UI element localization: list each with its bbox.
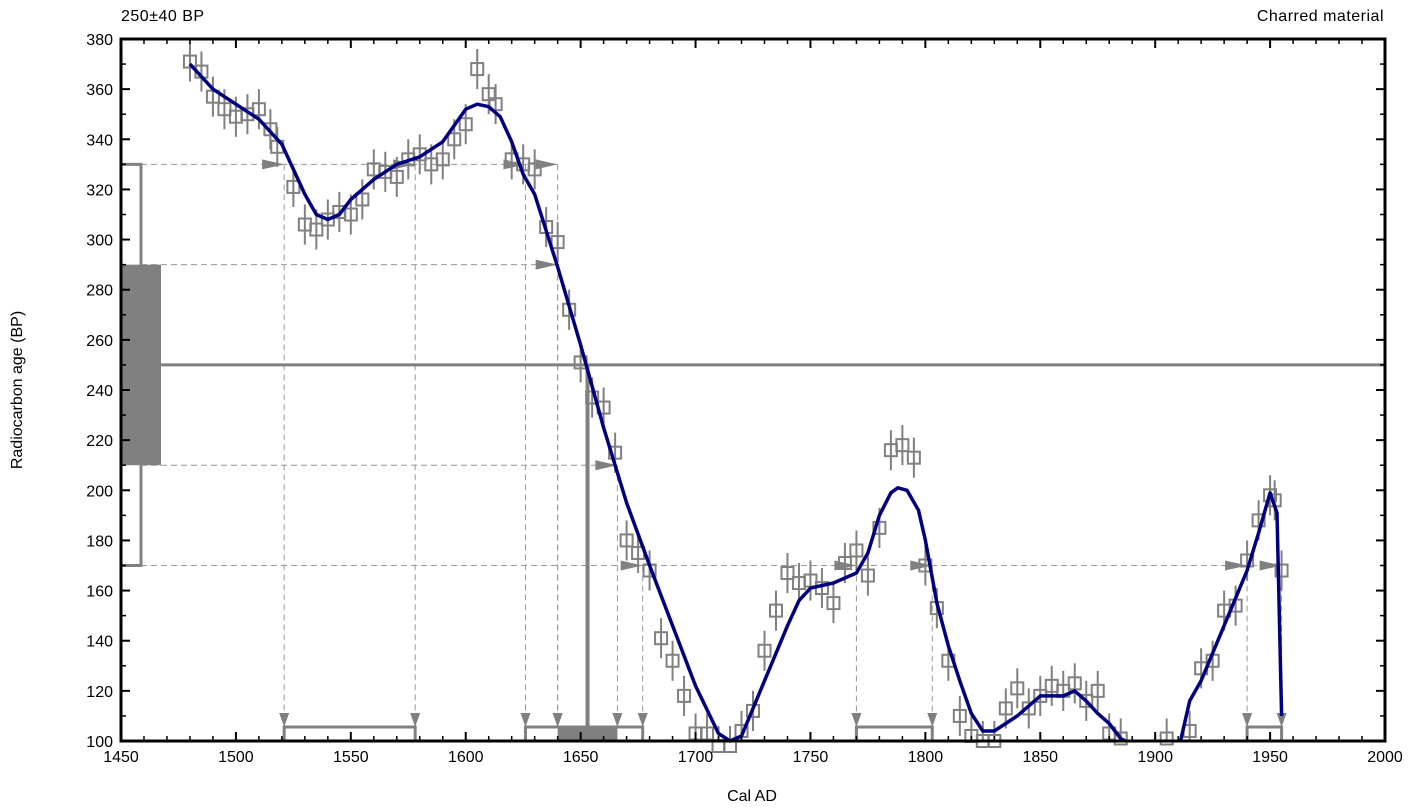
data-point (1010, 681, 1025, 696)
data-point (447, 132, 462, 147)
intercept-arrow-right (595, 460, 618, 471)
x-tick-label: 1850 (1022, 749, 1058, 766)
x-tick-label: 1700 (678, 749, 714, 766)
data-point (826, 596, 841, 611)
data-point (217, 102, 232, 117)
data-point (470, 62, 485, 77)
data-point (1274, 563, 1289, 578)
data-point (309, 222, 324, 237)
data-point (1251, 513, 1266, 528)
range-2sigma-box (1245, 725, 1284, 743)
data-point (665, 653, 680, 668)
x-tick-label: 1650 (563, 749, 599, 766)
x-tick-label: 1900 (1137, 749, 1173, 766)
y-tick-label: 220 (86, 433, 113, 450)
x-tick-label: 1950 (1252, 749, 1288, 766)
data-point (906, 450, 921, 465)
intercept-arrow-down (851, 713, 862, 727)
plot-frame (119, 37, 1387, 743)
data-point (343, 207, 358, 222)
y-tick-label: 200 (86, 483, 113, 500)
intercept-arrow-right (620, 560, 643, 571)
y-tick-label: 300 (86, 233, 113, 250)
x-tick-label: 1550 (333, 749, 369, 766)
intercept-arrow-down (520, 713, 531, 727)
x-tick-label: 1750 (793, 749, 829, 766)
data-point (1159, 731, 1174, 746)
x-tick-label: 1500 (218, 749, 254, 766)
data-point (998, 701, 1013, 716)
data-point (837, 555, 852, 570)
y-tick-label: 280 (86, 283, 113, 300)
header-right: Charred material (1256, 8, 1384, 25)
data-point (757, 643, 772, 658)
y-axis-label: Radiocarbon age (BP) (9, 311, 26, 469)
x-tick-label: 1600 (448, 749, 484, 766)
data-point (550, 235, 565, 250)
y-tick-label: 360 (86, 82, 113, 99)
intercept-arrow-right (535, 259, 558, 270)
data-point (1113, 731, 1128, 746)
intercept-arrow-right (1225, 560, 1248, 571)
range-2sigma-box (282, 725, 417, 743)
y-tick-label: 340 (86, 132, 113, 149)
data-point (780, 566, 795, 581)
data-point (677, 688, 692, 703)
data-point (608, 445, 623, 460)
y-tick-label: 320 (86, 182, 113, 199)
data-point (895, 438, 910, 453)
calibration-curve (1178, 491, 1284, 742)
data-point (1079, 693, 1094, 708)
data-point (619, 533, 634, 548)
x-axis-label: Cal AD (727, 788, 777, 805)
y-tick-label: 120 (86, 684, 113, 701)
data-point (700, 726, 715, 741)
data-point (849, 543, 864, 558)
x-tick-label: 1450 (103, 749, 139, 766)
intercept-arrow-down (552, 713, 563, 727)
intercept-arrow-right (910, 560, 933, 571)
data-point (768, 603, 783, 618)
calibration-curve (188, 62, 1127, 743)
y-tick-label: 160 (86, 584, 113, 601)
data-point (458, 117, 473, 132)
y-tick-label: 180 (86, 533, 113, 550)
x-tick-label: 1800 (908, 749, 944, 766)
range-2sigma-box (854, 725, 934, 743)
y-tick-label: 260 (86, 333, 113, 350)
intercept-arrow-down (1276, 713, 1287, 727)
intercept-arrow-down (637, 713, 648, 727)
y-tick-label: 100 (86, 734, 113, 751)
data-point (1090, 683, 1105, 698)
intercept-arrow-right (1259, 560, 1282, 571)
header-left: 250±40 BP (121, 8, 205, 25)
data-point (952, 708, 967, 723)
intercept-arrow-down (279, 713, 290, 727)
data-point (182, 54, 197, 69)
data-point (389, 169, 404, 184)
y-tick-label: 140 (86, 634, 113, 651)
data-point (860, 568, 875, 583)
data-point (527, 162, 542, 177)
intercept-arrow-right (262, 159, 285, 170)
data-point (320, 212, 335, 227)
data-point (355, 192, 370, 207)
intercept-arrow-down (1242, 713, 1253, 727)
data-point (1021, 701, 1036, 716)
x-tick-label: 2000 (1367, 749, 1403, 766)
data-point (654, 631, 669, 646)
y-tick-label: 240 (86, 383, 113, 400)
data-point (435, 152, 450, 167)
data-point (872, 520, 887, 535)
intercept-arrow-down (927, 713, 938, 727)
data-point (251, 102, 266, 117)
data-point (488, 97, 503, 112)
data-point (286, 179, 301, 194)
y-tick-label: 380 (86, 32, 113, 49)
intercept-arrow-down (410, 713, 421, 727)
intercept-arrow-down (612, 713, 623, 727)
